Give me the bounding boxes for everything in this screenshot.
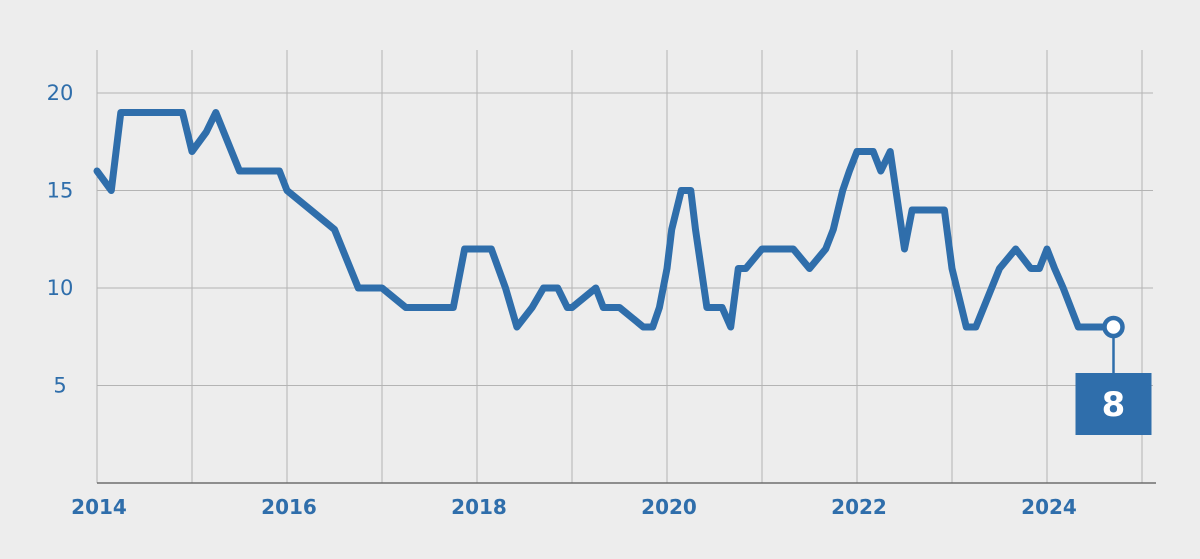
last-point-marker [1102, 315, 1125, 339]
y-tick-label: 20 [47, 81, 74, 105]
series-line [93, 109, 1117, 331]
vertical-gridlines [96, 50, 1143, 483]
x-tick-label: 2018 [451, 495, 507, 519]
x-tick-label: 2024 [1021, 495, 1077, 519]
x-tick-label: 2022 [831, 495, 887, 519]
x-tick-label: 2020 [641, 495, 697, 519]
x-axis-tick-labels: 2014 2016 2018 2020 2022 2024 [71, 495, 1077, 519]
y-tick-label: 5 [53, 374, 66, 398]
horizontal-gridlines [97, 92, 1153, 386]
x-tick-label: 2016 [261, 495, 317, 519]
y-tick-label: 15 [47, 179, 74, 203]
last-value-label: 8 [1102, 385, 1126, 425]
last-value-callout: 8 [1075, 315, 1152, 435]
x-tick-label: 2014 [71, 495, 127, 519]
y-axis-tick-labels: 5 10 15 20 [47, 81, 74, 398]
y-tick-label: 10 [47, 276, 74, 300]
callout-box [1075, 373, 1152, 435]
